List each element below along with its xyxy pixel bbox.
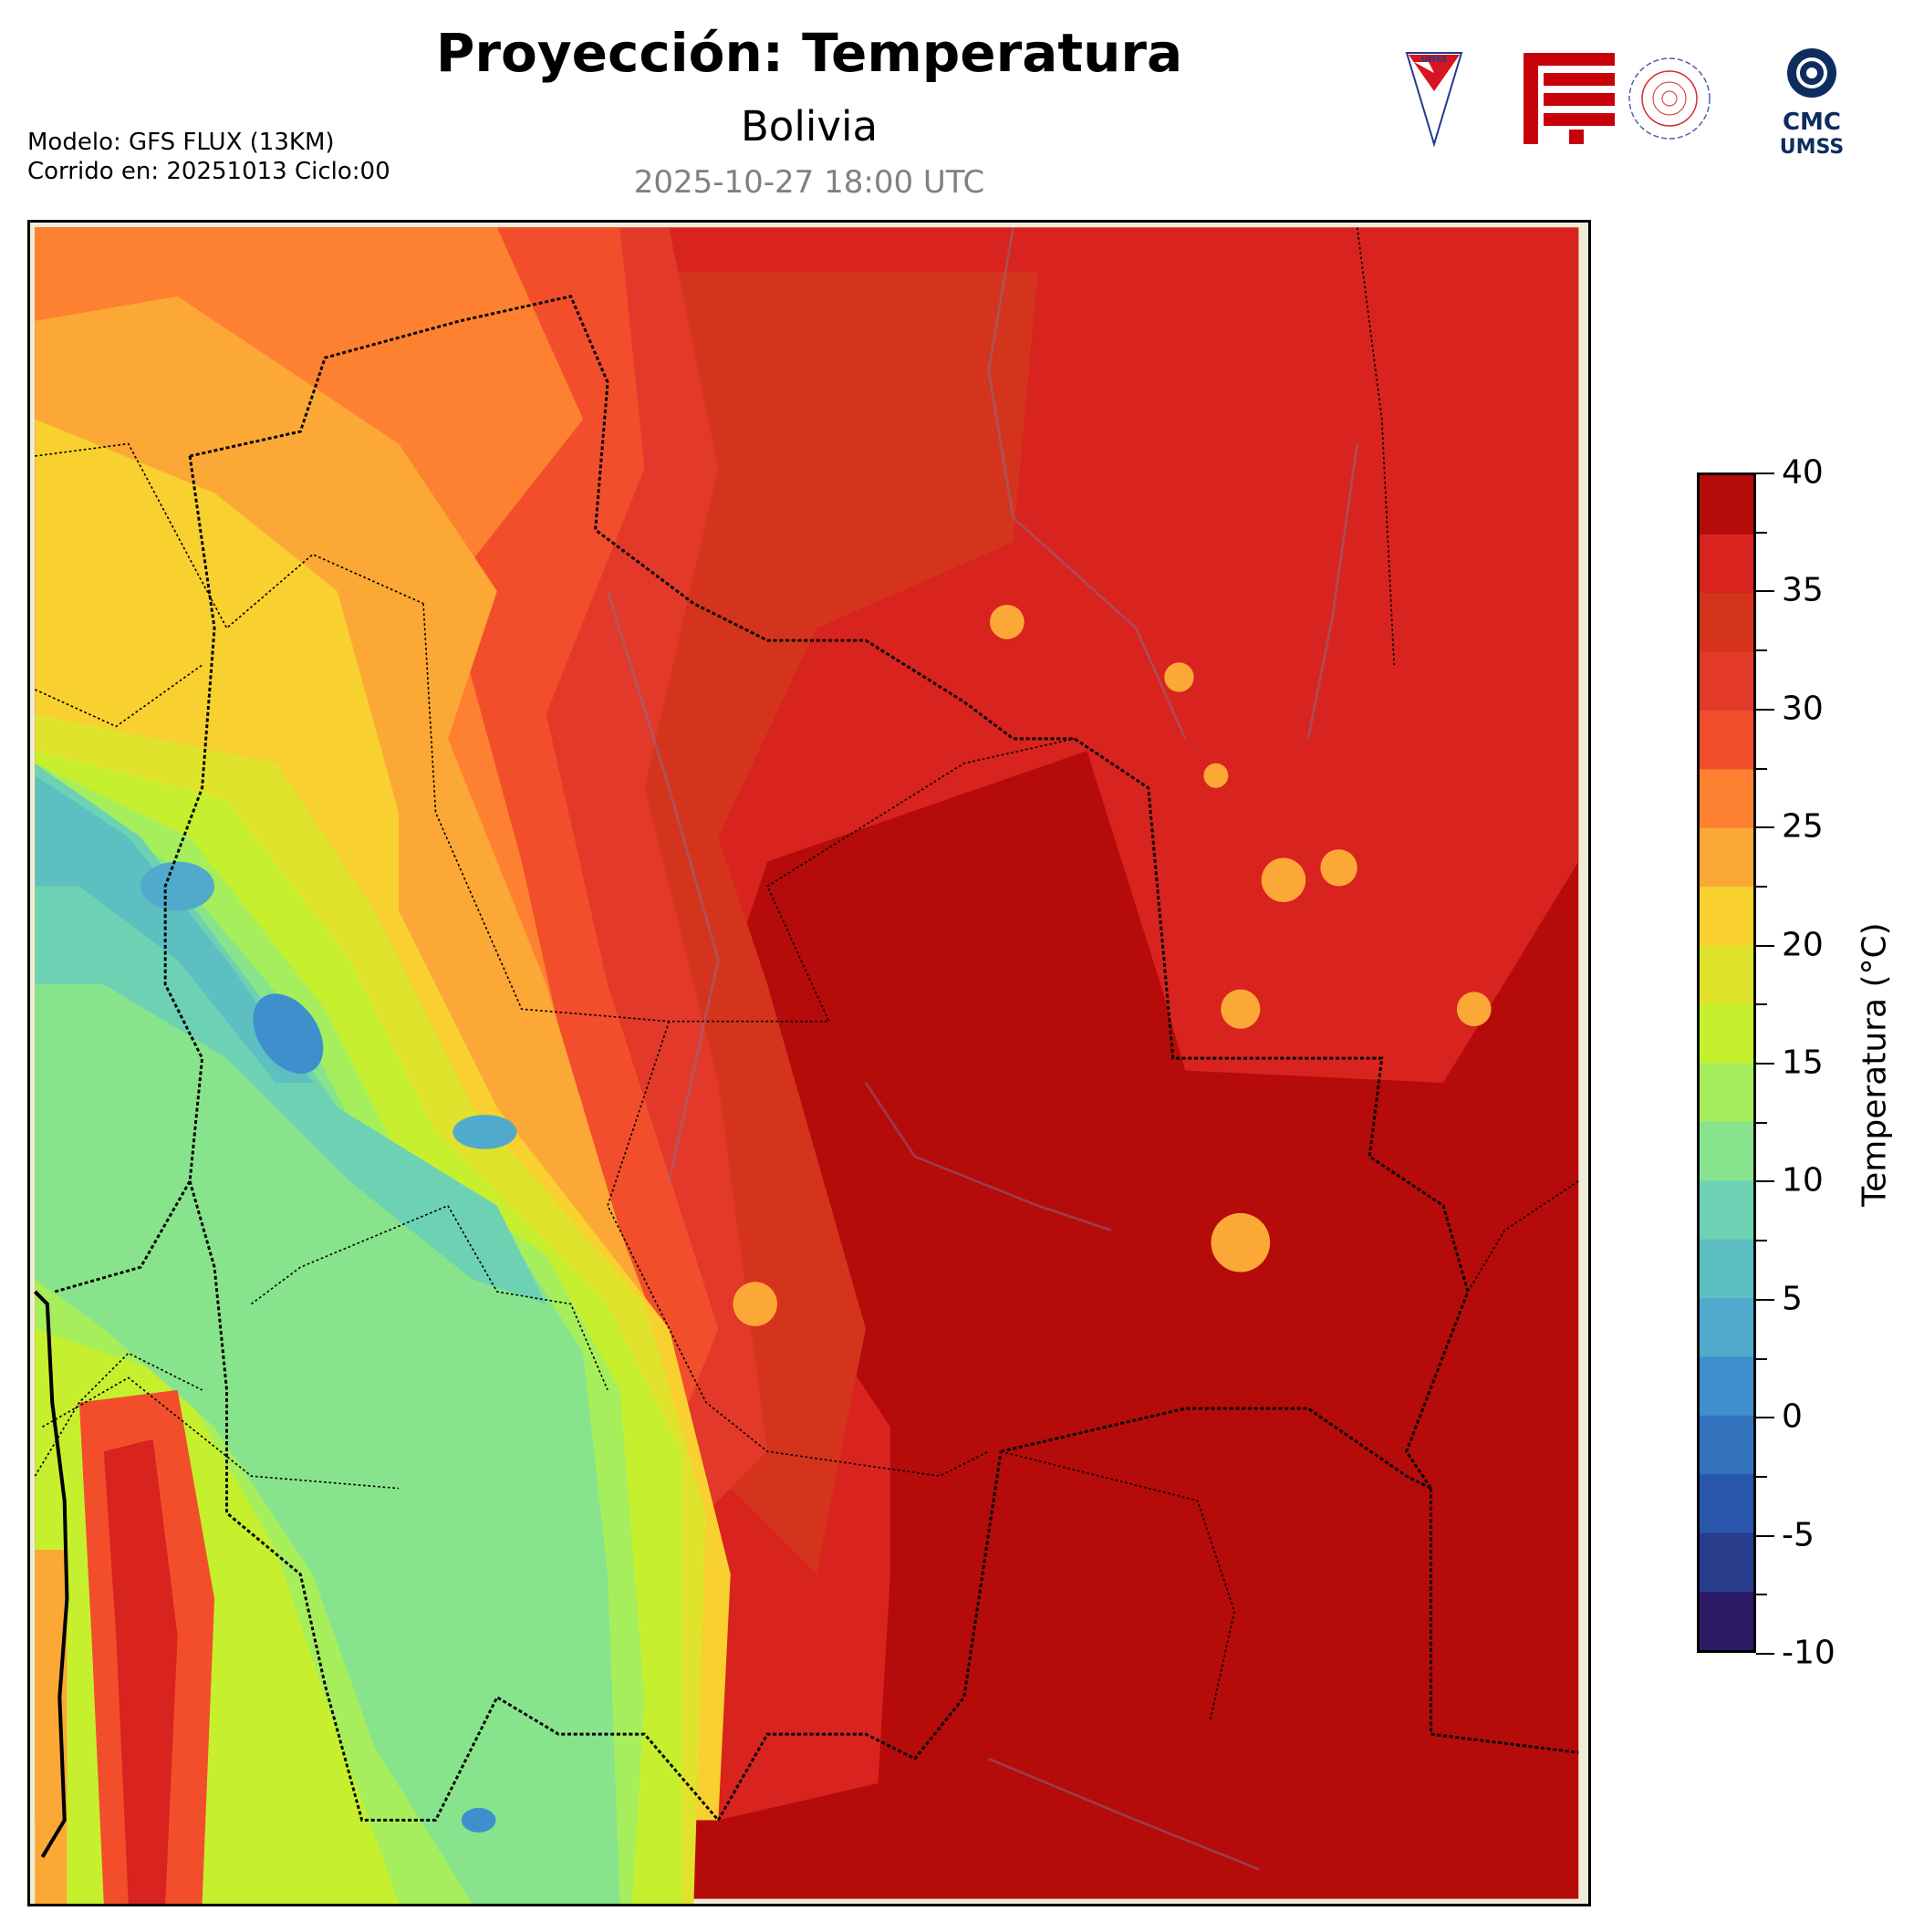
colorbar-tick xyxy=(1756,885,1767,888)
colorbar-tick-label: 35 xyxy=(1782,571,1824,609)
model-line: Modelo: GFS FLUX (13KM) xyxy=(27,129,335,156)
cmc-logo-text: CMC xyxy=(1783,109,1841,136)
colorbar-band xyxy=(1700,592,1753,652)
fcyt-logo xyxy=(1524,53,1615,144)
province-borders xyxy=(34,227,1579,1722)
colorbar-tick xyxy=(1756,1475,1767,1478)
colorbar-band xyxy=(1700,1063,1753,1122)
colorbar-tick-label: 5 xyxy=(1782,1280,1803,1318)
colorbar-tick xyxy=(1756,944,1774,947)
colorbar-band xyxy=(1700,1532,1753,1592)
field-5 xyxy=(140,861,215,911)
country-borders xyxy=(54,295,1579,1822)
cmc-logo-subtext: UMSS xyxy=(1780,136,1844,159)
colorbar-tick xyxy=(1756,1417,1774,1419)
field-desert-core xyxy=(103,1439,178,1904)
colorbar-tick xyxy=(1756,1003,1767,1006)
colorbar-tick xyxy=(1756,649,1767,652)
colorbar-tick xyxy=(1756,708,1774,711)
colorbar-tick-label: 40 xyxy=(1782,453,1824,492)
colorbar-tick-label: 0 xyxy=(1782,1397,1803,1436)
umss-logo: UMSS xyxy=(1405,52,1463,148)
colorbar-ticks: 40 35 30 25 20 15 10 5 0 -5 -10 xyxy=(1756,454,1847,1672)
map-panel xyxy=(27,220,1591,1906)
colorbar-tick xyxy=(1756,767,1767,770)
colorbar-band xyxy=(1700,1121,1753,1181)
logos: UMSS CMC UMSS xyxy=(1396,46,1888,164)
hot-spots xyxy=(733,604,1492,1326)
colorbar-band xyxy=(1700,1297,1753,1357)
valid-time: 2025-10-27 18:00 UTC xyxy=(633,164,985,201)
colorbar-band xyxy=(1700,886,1753,946)
colorbar-bands xyxy=(1700,475,1753,1650)
colorbar-tick xyxy=(1756,1594,1767,1596)
field-7 xyxy=(35,775,313,1084)
colorbar-band xyxy=(1700,534,1753,594)
colorbar-tick xyxy=(1756,1298,1774,1301)
colorbar-tick xyxy=(1756,473,1774,474)
colorbar-tick xyxy=(1756,590,1774,593)
colorbar-tick xyxy=(1756,1534,1774,1537)
temperature-map xyxy=(33,227,1579,1904)
field-coast-strip xyxy=(35,1550,68,1904)
run-line: Corrido en: 20251013 Ciclo:00 xyxy=(27,158,390,185)
colorbar-band xyxy=(1700,1003,1753,1064)
colorbar-band xyxy=(1700,1591,1753,1650)
umss-logo-text: UMSS xyxy=(1421,56,1448,65)
colorbar-tick xyxy=(1756,1063,1774,1065)
physics-department-logo xyxy=(1628,57,1711,140)
colorbar-tick-label: 10 xyxy=(1782,1161,1824,1200)
colorbar-band xyxy=(1700,710,1753,770)
field-5b xyxy=(452,1115,517,1149)
colorbar-tick xyxy=(1756,1653,1774,1655)
model-info: Modelo: GFS FLUX (13KM) Corrido en: 2025… xyxy=(27,128,390,186)
colorbar-tick xyxy=(1756,1357,1767,1360)
colorbar-band xyxy=(1700,1473,1753,1533)
colorbar-band xyxy=(1700,1356,1753,1416)
colorbar-label: Temperatura (°C) xyxy=(1856,922,1894,1207)
colorbar-band xyxy=(1700,945,1753,1004)
colorbar-band xyxy=(1700,475,1753,535)
field-12 xyxy=(35,775,620,1904)
colorbar-band xyxy=(1700,1415,1753,1475)
colorbar-band xyxy=(1700,827,1753,888)
colorbar-tick xyxy=(1756,1240,1767,1242)
cmc-logo: CMC UMSS xyxy=(1780,48,1844,159)
colorbar-tick-label: -5 xyxy=(1782,1516,1815,1554)
chart-title: Proyección: Temperatura xyxy=(435,22,1183,84)
colorbar-tick-label: 25 xyxy=(1782,807,1824,846)
colorbar-band xyxy=(1700,1239,1753,1298)
colorbar-band xyxy=(1700,769,1753,828)
colorbar-tick xyxy=(1756,1121,1767,1124)
colorbar-band xyxy=(1700,651,1753,711)
chart-subtitle: Bolivia xyxy=(740,102,879,151)
colorbar-tick-label: 20 xyxy=(1782,926,1824,964)
colorbar-tick-label: -10 xyxy=(1782,1634,1836,1672)
colorbar-tick xyxy=(1756,826,1774,829)
colorbar-tick-label: 15 xyxy=(1782,1044,1824,1082)
colorbar-tick-label: 30 xyxy=(1782,690,1824,728)
rivers xyxy=(606,227,1359,1871)
coastline xyxy=(33,1290,69,1858)
field-2 xyxy=(253,993,324,1075)
field-5c xyxy=(461,1807,496,1833)
colorbar-band xyxy=(1700,1179,1753,1240)
colorbar-tick xyxy=(1756,531,1767,534)
colorbar xyxy=(1697,473,1756,1653)
colorbar-tick xyxy=(1756,1180,1774,1183)
